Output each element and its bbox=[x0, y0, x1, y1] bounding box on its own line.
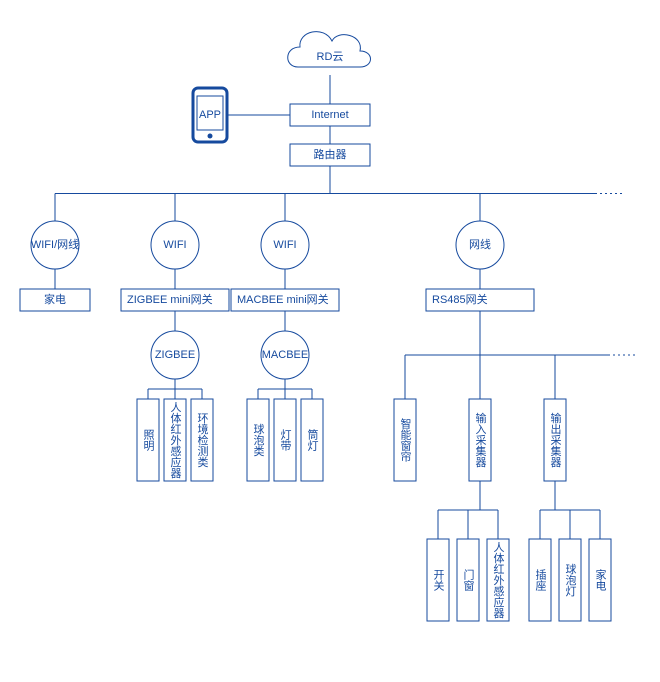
node-c_wifi_b: WIFI bbox=[261, 221, 309, 269]
node-r_rs485_gw: RS485网关 bbox=[426, 289, 534, 311]
node-c_wire: 网线 bbox=[456, 221, 504, 269]
circle-label: ZIGBEE bbox=[155, 349, 195, 361]
circle-label: WIFI bbox=[273, 239, 296, 251]
vrect-label: 球泡类 bbox=[252, 422, 265, 457]
vrect-label: 人体红外感应器 bbox=[169, 401, 182, 479]
vrect-label: 人体红外感应器 bbox=[492, 541, 505, 619]
vrect-label: 输入采集器 bbox=[474, 411, 487, 468]
node-cloud: RD云 bbox=[288, 32, 371, 67]
node-r_zigbee_gw: ZIGBEE mini网关 bbox=[121, 289, 229, 311]
node-v_qiupao: 球泡类 bbox=[247, 399, 269, 481]
rect-label: RS485网关 bbox=[432, 292, 488, 306]
rect-label: 家电 bbox=[44, 292, 66, 306]
node-router: 路由器 bbox=[290, 144, 370, 166]
node-v_dengdai: 灯带 bbox=[274, 399, 296, 481]
node-v_jiadian2: 家电 bbox=[589, 539, 611, 621]
node-r_jiadian: 家电 bbox=[20, 289, 90, 311]
node-v_shurucaiji: 输入采集器 bbox=[469, 399, 491, 481]
node-c_macbee: MACBEE bbox=[261, 331, 309, 379]
vrect-label: 开关 bbox=[432, 569, 445, 592]
node-c_wifiwire: WIFI/网线 bbox=[31, 221, 79, 269]
node-v_chazuo: 插座 bbox=[529, 539, 551, 621]
nodes-layer: RD云 APP Internet 路由器 WIFI/网线 WIFI WIFI 网线家电 ZIGB… bbox=[20, 32, 611, 621]
phone-label: APP bbox=[199, 109, 221, 121]
rect-label: MACBEE mini网关 bbox=[237, 292, 329, 306]
circle-label: WIFI/网线 bbox=[31, 237, 79, 251]
node-c_zigbee: ZIGBEE bbox=[151, 331, 199, 379]
phone-home-button bbox=[208, 134, 213, 139]
circle-label: 网线 bbox=[469, 237, 491, 251]
node-v_huanjing: 环境检测类 bbox=[191, 399, 213, 481]
node-v_menchuang: 门窗 bbox=[457, 539, 479, 621]
vrect-label: 输出采集器 bbox=[549, 411, 562, 468]
node-v_chuanglian: 智能窗帘 bbox=[394, 399, 416, 481]
rect-label: 路由器 bbox=[314, 147, 347, 161]
node-internet: Internet bbox=[290, 104, 370, 126]
node-v_tongdeng: 筒灯 bbox=[301, 399, 323, 481]
vrect-label: 球泡灯 bbox=[564, 562, 577, 596]
node-v_shuchucaiji: 输出采集器 bbox=[544, 399, 566, 481]
vrect-label: 照明 bbox=[142, 429, 155, 452]
node-v_kaiguan: 开关 bbox=[427, 539, 449, 621]
circle-label: MACBEE bbox=[262, 349, 308, 361]
vrect-label: 插座 bbox=[534, 568, 547, 591]
node-v_renti2: 人体红外感应器 bbox=[487, 539, 509, 621]
vrect-label: 筒灯 bbox=[306, 428, 319, 451]
vrect-label: 环境检测类 bbox=[196, 413, 209, 469]
vrect-label: 家电 bbox=[594, 568, 607, 591]
cloud-label: RD云 bbox=[317, 51, 344, 63]
node-app: APP bbox=[193, 88, 227, 142]
vrect-label: 智能窗帘 bbox=[399, 417, 412, 463]
node-v_renti: 人体红外感应器 bbox=[164, 399, 186, 481]
circle-label: WIFI bbox=[163, 239, 186, 251]
rect-label: Internet bbox=[311, 109, 348, 121]
node-c_wifi_a: WIFI bbox=[151, 221, 199, 269]
node-v_zhaoming: 照明 bbox=[137, 399, 159, 481]
vrect-label: 灯带 bbox=[279, 429, 292, 452]
node-v_qiupaodeng: 球泡灯 bbox=[559, 539, 581, 621]
vrect-label: 门窗 bbox=[462, 568, 475, 592]
node-r_macbee_gw: MACBEE mini网关 bbox=[231, 289, 339, 311]
rect-label: ZIGBEE mini网关 bbox=[127, 292, 213, 306]
